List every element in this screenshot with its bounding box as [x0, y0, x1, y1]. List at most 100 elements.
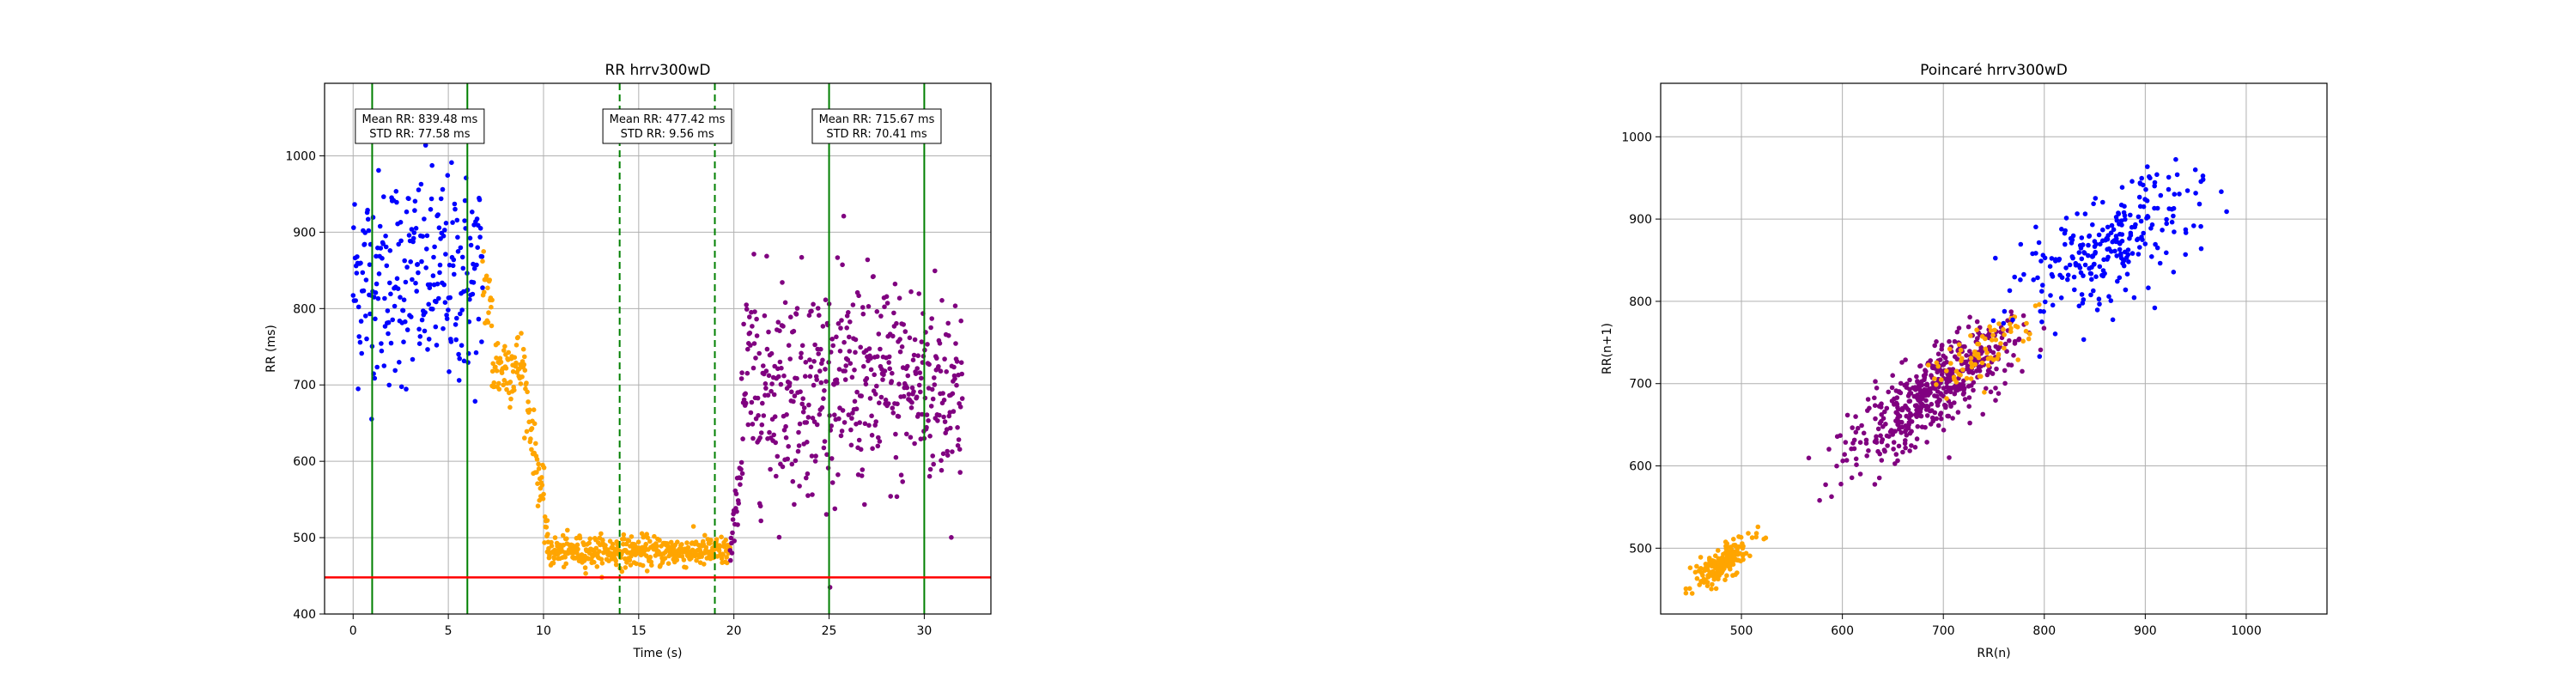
poincare-data-point: [1967, 314, 1972, 320]
poincare-data-point: [2038, 347, 2044, 353]
poincare-data-point: [2086, 242, 2091, 248]
rr-data-point: [479, 254, 485, 259]
rr-data-point: [777, 359, 783, 365]
rr-data-point: [390, 317, 396, 323]
poincare-data-point: [2086, 252, 2091, 258]
poincare-data-point: [1952, 338, 1958, 344]
rr-data-point: [859, 393, 864, 398]
rr-data-point: [937, 341, 943, 346]
poincare-data-point: [1985, 362, 1991, 368]
rr-data-point: [872, 392, 878, 397]
rr-data-point: [750, 435, 756, 441]
poincare-data-point: [2081, 337, 2087, 343]
poincare-data-point: [1948, 404, 1953, 409]
rr-data-point: [522, 368, 528, 374]
poincare-chart: 500 600 700 800 900 1000 500 600 700 800 900 1000 P…: [1601, 62, 2328, 660]
poincare-data-point: [1923, 424, 1928, 430]
rr-data-point: [404, 264, 410, 270]
rr-data-point: [410, 277, 415, 283]
rr-data-point: [401, 339, 406, 345]
poincare-data-point: [1698, 566, 1703, 572]
rr-data-point: [690, 524, 696, 529]
rr-data-point: [542, 540, 547, 545]
rr-data-point: [388, 291, 393, 297]
poincare-data-point: [1990, 318, 1996, 324]
rr-data-point: [812, 459, 818, 464]
rr-data-point: [647, 538, 653, 544]
rr-data-point: [743, 391, 748, 397]
poincare-data-point: [1982, 390, 1987, 395]
rr-data-point: [857, 420, 862, 425]
poincare-data-point: [2090, 253, 2095, 258]
rr-data-point: [380, 241, 386, 246]
rr-data-point: [402, 258, 408, 264]
rr-data-point: [789, 461, 795, 467]
rr-data-point: [486, 310, 491, 315]
rr-data-point: [909, 399, 914, 405]
poincare-data-point: [1853, 429, 1859, 435]
poincare-data-point: [2008, 325, 2014, 331]
poincare-data-point: [2224, 209, 2229, 215]
rr-data-point: [890, 405, 896, 411]
poincare-data-point: [2078, 270, 2084, 276]
rr-data-point: [735, 522, 740, 527]
rr-data-point: [959, 396, 965, 401]
rr-data-point: [668, 539, 674, 545]
rr-data-point: [852, 398, 858, 404]
poincare-data-point: [2081, 250, 2087, 255]
poincare-data-point: [1683, 586, 1689, 592]
poincare-data-point: [1956, 325, 1962, 331]
poincare-data-point: [1834, 463, 1839, 469]
rr-data-point: [852, 368, 857, 373]
rr-data-point: [792, 393, 798, 398]
rr-data-point: [599, 561, 605, 566]
poincare-data-point: [1939, 346, 1944, 352]
rr-data-point: [450, 263, 456, 269]
rr-data-point: [829, 456, 835, 461]
rr-data-point: [865, 257, 871, 263]
poincare-data-point: [1722, 562, 1728, 568]
rr-data-point: [945, 320, 951, 326]
poincare-data-point: [1990, 337, 1995, 343]
poincare-data-point: [1749, 535, 1755, 540]
poincare-data-point: [1840, 458, 1845, 464]
rr-data-point: [490, 361, 495, 367]
rr-data-point: [388, 340, 394, 346]
rr-data-point: [728, 557, 733, 563]
poincare-data-point: [2088, 292, 2093, 298]
rr-data-point: [900, 479, 905, 484]
rr-data-point: [628, 562, 634, 568]
poincare-data-point: [2200, 173, 2206, 179]
rr-data-point: [806, 402, 811, 408]
poincare-data-point: [2091, 262, 2097, 267]
poincare-data-point: [2038, 258, 2044, 264]
rr-data-point: [930, 396, 936, 402]
rr-data-point: [952, 303, 958, 309]
rr-data-point: [931, 461, 936, 467]
rr-data-point: [946, 333, 951, 338]
rr-data-point: [394, 199, 399, 205]
rr-data-point: [382, 295, 387, 301]
rr-data-point: [529, 447, 534, 453]
rr-data-point: [958, 360, 964, 366]
rr-data-point: [724, 560, 730, 566]
rr-data-point: [942, 419, 948, 424]
poincare-data-point: [2012, 338, 2018, 344]
rr-data-point: [939, 467, 945, 473]
y-tick-label: 600: [1629, 460, 1652, 474]
poincare-data-point: [1947, 455, 1952, 460]
rr-data-point: [835, 255, 841, 260]
rr-data-point: [368, 311, 373, 317]
rr-data-point: [403, 279, 409, 285]
y-tick-label: 800: [293, 302, 316, 316]
poincare-data-point: [2073, 263, 2079, 268]
rr-data-point: [522, 435, 527, 441]
rr-data-point: [948, 425, 953, 431]
rr-data-point: [829, 423, 834, 429]
poincare-data-point: [2021, 271, 2026, 277]
rr-data-point: [649, 562, 654, 568]
rr-data-point: [373, 290, 379, 295]
rr-data-point: [485, 285, 490, 291]
poincare-data-point: [1689, 591, 1695, 596]
